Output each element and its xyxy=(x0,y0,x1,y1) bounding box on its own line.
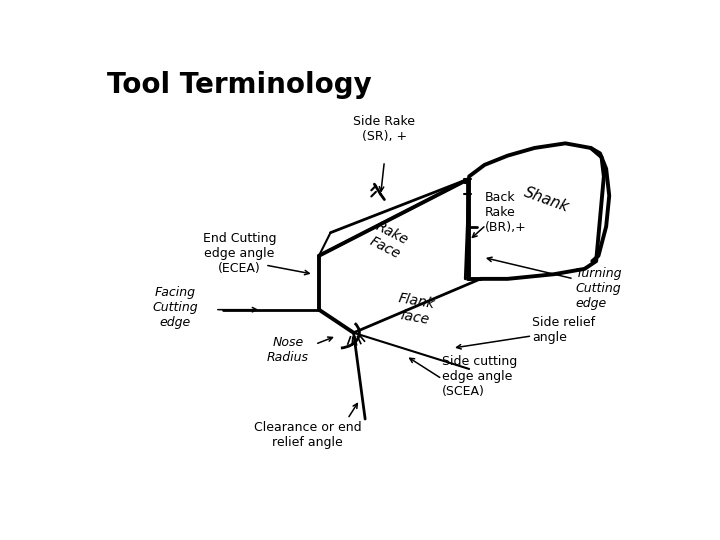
Text: Tool Terminology: Tool Terminology xyxy=(107,71,372,99)
Text: Facing
Cutting
edge: Facing Cutting edge xyxy=(152,286,198,329)
Text: Rake
Face: Rake Face xyxy=(366,219,410,262)
Text: Side Rake
(SR), +: Side Rake (SR), + xyxy=(354,116,415,143)
Text: Shank: Shank xyxy=(521,185,571,215)
Text: Back
Rake
(BR),+: Back Rake (BR),+ xyxy=(485,191,526,234)
Text: Clearance or end
relief angle: Clearance or end relief angle xyxy=(253,421,361,449)
Text: Side relief
angle: Side relief angle xyxy=(532,316,595,345)
Text: Nose
Radius: Nose Radius xyxy=(267,336,309,364)
Text: Side cutting
edge angle
(SCEA): Side cutting edge angle (SCEA) xyxy=(442,355,518,398)
Text: Flank
face: Flank face xyxy=(395,292,436,328)
Text: Turning
Cutting
edge: Turning Cutting edge xyxy=(575,267,622,309)
Text: End Cutting
edge angle
(ECEA): End Cutting edge angle (ECEA) xyxy=(203,232,276,275)
